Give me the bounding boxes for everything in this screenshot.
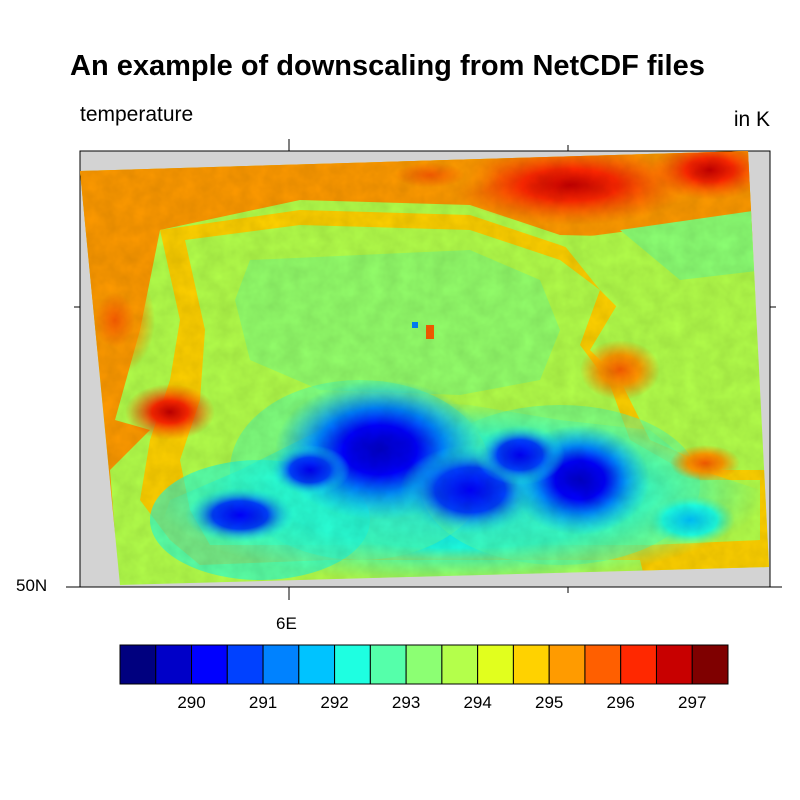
colorbar-swatch xyxy=(226,644,264,685)
colorbar-tick-label: 296 xyxy=(606,693,635,712)
colorbar-swatch xyxy=(155,644,193,685)
longitude-tick-label: 6E xyxy=(276,614,297,633)
colorbar-swatch xyxy=(548,644,586,685)
colorbar-swatch xyxy=(655,644,693,685)
colorbar-tick-label: 293 xyxy=(391,693,421,712)
colorbar-tick-label: 297 xyxy=(678,693,707,712)
temperature-field xyxy=(80,151,769,585)
colorbar-swatch xyxy=(620,644,657,685)
colorbar-swatch xyxy=(477,644,514,685)
colorbar-swatch xyxy=(512,644,550,685)
colorbar-swatch xyxy=(298,644,336,685)
colorbar-swatch xyxy=(119,644,157,685)
axis-ticks xyxy=(66,139,782,600)
colorbar-swatch xyxy=(262,644,300,685)
colorbar-swatch xyxy=(369,644,407,685)
colorbar-swatch xyxy=(191,644,228,685)
colorbar-tick-label: 295 xyxy=(534,693,564,712)
colorbar-swatch xyxy=(691,644,729,685)
colorbar-swatch xyxy=(405,644,443,685)
colorbar-tick-label: 294 xyxy=(463,693,492,712)
colorbar-swatch xyxy=(334,644,371,685)
colorbar-tick-label: 290 xyxy=(177,693,206,712)
colorbar-swatch xyxy=(584,644,622,685)
latitude-tick-label: 50N xyxy=(16,576,48,595)
variable-label: temperature xyxy=(80,103,194,126)
colorbar-swatch xyxy=(441,644,479,685)
units-label: in K xyxy=(733,108,770,131)
colorbar-tick-label: 291 xyxy=(248,693,278,712)
map-title: An example of downscaling from NetCDF fi… xyxy=(70,50,705,82)
colorbar-tick-label: 292 xyxy=(320,693,349,712)
